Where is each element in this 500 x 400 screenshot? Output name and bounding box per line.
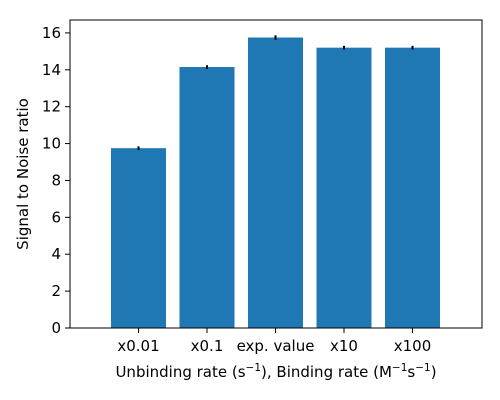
bar-3 xyxy=(316,47,372,328)
x-axis-label-part3: s xyxy=(407,363,415,381)
y-axis-ticks: 0 2 4 6 8 10 12 14 16 xyxy=(42,24,70,337)
x-axis-label-part4: ) xyxy=(431,363,437,381)
y-axis-label: Signal to Noise ratio xyxy=(14,98,32,250)
x-axis-label-sup2: −1 xyxy=(392,362,407,374)
y-tick-label-1: 2 xyxy=(51,282,61,300)
x-axis-label-sup3: −1 xyxy=(415,362,430,374)
x-axis-label: Unbinding rate (s−1), Binding rate (M−1s… xyxy=(115,362,436,381)
plot-frame xyxy=(69,19,483,329)
x-tick-label-3: x10 xyxy=(330,337,358,355)
y-tick-label-8: 16 xyxy=(42,24,61,42)
y-tick-label-7: 14 xyxy=(42,61,61,79)
y-tick-label-0: 0 xyxy=(51,319,61,337)
x-axis-label-sup1: −1 xyxy=(246,362,261,374)
bar-1 xyxy=(179,67,235,328)
bar-0 xyxy=(111,148,166,328)
x-tick-label-0: x0.01 xyxy=(117,337,159,355)
x-tick-label-2: exp. value xyxy=(237,337,315,355)
y-tick-label-2: 4 xyxy=(51,245,61,263)
x-axis-label-part2: ), Binding rate (M xyxy=(261,363,392,381)
y-tick-label-3: 6 xyxy=(51,208,61,226)
y-tick-label-5: 10 xyxy=(42,135,61,153)
x-tick-label-4: x100 xyxy=(394,337,432,355)
bar-2 xyxy=(248,37,303,328)
x-tick-label-1: x0.1 xyxy=(191,337,224,355)
y-tick-label-6: 12 xyxy=(42,98,61,116)
y-tick-label-4: 8 xyxy=(51,171,61,189)
error-bars-group xyxy=(137,35,414,151)
bar-4 xyxy=(385,47,440,328)
x-axis-ticks: x0.01 x0.1 exp. value x10 x100 xyxy=(117,328,431,355)
x-axis-label-part1: Unbinding rate (s xyxy=(115,363,245,381)
bars-group xyxy=(111,37,440,328)
